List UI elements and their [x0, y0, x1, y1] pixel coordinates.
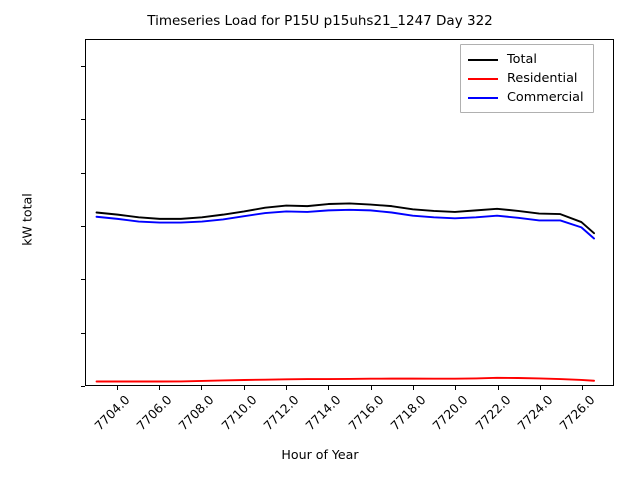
x-tick-label: 7720.0	[429, 392, 471, 434]
x-tick-label: 7712.0	[260, 392, 302, 434]
legend-label-residential: Residential	[507, 71, 578, 86]
x-tick-label: 7722.0	[471, 392, 514, 434]
x-tick-label: 7706.0	[133, 392, 175, 434]
x-tick-mark	[243, 386, 245, 390]
legend-label-commercial: Commercial	[507, 90, 584, 105]
y-tick-mark	[81, 225, 85, 227]
y-tick-mark	[81, 386, 85, 387]
x-tick-label: 7718.0	[387, 392, 429, 434]
y-axis-label: kW total	[19, 193, 35, 246]
y-tick-mark	[81, 332, 85, 334]
x-tick-mark	[201, 386, 203, 390]
y-tick-mark	[81, 65, 85, 67]
x-tick-mark	[455, 386, 457, 390]
y-tick-mark	[81, 119, 85, 121]
legend-item-residential: Residential	[468, 69, 584, 88]
x-tick-mark	[159, 386, 161, 390]
x-tick-label: 7710.0	[218, 392, 260, 434]
x-tick-label: 7714.0	[302, 392, 344, 434]
legend-swatch-commercial	[468, 96, 498, 99]
chart-legend: Total Residential Commercial	[460, 44, 594, 113]
x-tick-label: 7726.0	[556, 392, 598, 434]
x-tick-label: 7724.0	[514, 392, 556, 434]
x-tick-mark	[497, 386, 499, 390]
x-tick-mark	[413, 386, 414, 390]
x-axis-label: Hour of Year	[281, 447, 359, 462]
x-tick-label: 7716.0	[345, 392, 387, 434]
x-tick-mark	[328, 386, 330, 390]
series-line-residential	[97, 378, 594, 382]
chart-title: Timeseries Load for P15U p15uhs21_1247 D…	[147, 13, 493, 29]
legend-swatch-total	[468, 58, 498, 61]
x-tick-mark	[286, 386, 287, 390]
x-tick-mark	[116, 386, 118, 390]
series-lines	[86, 40, 613, 385]
series-line-total	[97, 203, 594, 233]
y-tick-mark	[81, 172, 85, 174]
legend-label-total: Total	[507, 52, 537, 67]
x-tick-mark	[370, 386, 372, 390]
legend-item-total: Total	[468, 50, 584, 69]
x-tick-mark	[582, 386, 584, 390]
y-tick-mark	[81, 279, 85, 281]
legend-swatch-residential	[468, 77, 498, 80]
x-tick-label: 7708.0	[175, 392, 217, 434]
plot-area	[85, 39, 614, 386]
legend-item-commercial: Commercial	[468, 88, 584, 107]
x-tick-label: 7704.0	[91, 392, 133, 434]
x-tick-mark	[539, 386, 541, 390]
series-line-commercial	[97, 210, 594, 239]
